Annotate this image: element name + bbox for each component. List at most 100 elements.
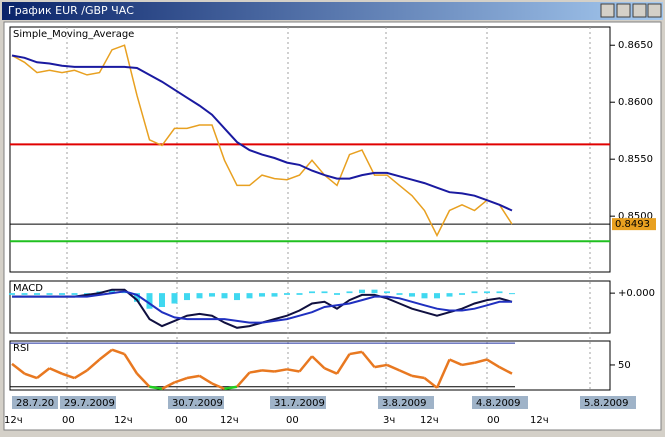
histogram-bar [46, 293, 53, 295]
histogram-bar [496, 291, 503, 294]
rsi-segment [435, 359, 451, 389]
histogram-bar [321, 291, 328, 294]
rsi-segment [399, 369, 413, 377]
rsi-segment [198, 374, 213, 385]
histogram-bar [259, 293, 265, 297]
rsi-segment [24, 372, 38, 380]
rsi-segment [361, 351, 376, 368]
date-box [580, 396, 636, 409]
histogram-bar [296, 293, 303, 295]
date-label: 4.8.2009 [476, 398, 521, 409]
rsi-segment [36, 367, 51, 380]
histogram-bar [59, 293, 65, 295]
chart-area [3, 21, 662, 431]
rsi-segment [498, 366, 513, 375]
histogram-bar [134, 293, 140, 302]
price-panel [9, 26, 611, 273]
panel-title: Simple_Moving_Average [13, 29, 134, 40]
histogram-bar [346, 291, 353, 294]
histogram-bar [109, 289, 115, 294]
hour-label: 00 [487, 415, 500, 426]
panel-title: RSI [13, 343, 29, 354]
rsi-segment [249, 369, 263, 374]
histogram-bar [409, 293, 415, 297]
y-tick-label: 0.8650 [618, 40, 653, 51]
rsi-segment [236, 371, 251, 388]
date-box [12, 396, 58, 409]
histogram-bar [359, 289, 365, 294]
rsi-segment [449, 358, 463, 367]
histogram-bar [309, 291, 315, 294]
panel-title: MACD [13, 283, 43, 294]
date-box [270, 396, 326, 409]
hour-label: 00 [175, 415, 188, 426]
close-button[interactable] [647, 3, 662, 18]
histogram-bar [196, 293, 203, 299]
date-label: 31.7.2009 [274, 398, 325, 409]
rsi-segment [136, 372, 151, 388]
histogram-bar [171, 293, 178, 304]
restore-button[interactable] [632, 3, 647, 18]
rsi-segment [274, 368, 288, 373]
rsi-segment [186, 374, 200, 380]
rsi-segment [486, 358, 501, 369]
rsi-panel [9, 340, 611, 391]
rsi-segment [111, 348, 125, 356]
rsi-segment [261, 369, 275, 373]
rsi-segment [149, 385, 163, 391]
date-box [168, 396, 224, 409]
y-tick-label: 0.8600 [618, 97, 653, 108]
histogram-bar [9, 293, 15, 295]
minimize-button[interactable] [600, 3, 615, 18]
histogram-bar [246, 293, 253, 299]
histogram-bar [221, 293, 228, 299]
histogram-bar [471, 291, 478, 294]
date-label: 30.7.2009 [172, 398, 223, 409]
rsi-segment [61, 372, 75, 380]
window-title: График EUR /GBP ЧАС [8, 4, 134, 17]
series-line [11, 54, 513, 212]
rsi-segment [423, 377, 438, 389]
rsi-segment [174, 376, 188, 384]
date-label: 5.8.2009 [584, 398, 629, 409]
histogram-bar [459, 293, 465, 295]
y-tick-label: 50 [618, 360, 631, 371]
date-box [472, 396, 528, 409]
rsi-segment [49, 367, 63, 375]
rsi-segment [224, 385, 238, 391]
rsi-segment [324, 367, 338, 375]
date-box [60, 396, 116, 409]
rsi-segment [461, 361, 475, 367]
histogram-bar [146, 293, 153, 309]
rsi-segment [286, 368, 300, 373]
rsi-segment [86, 358, 101, 372]
rsi-segment [386, 363, 400, 372]
hour-label: 12ч [114, 415, 133, 426]
date-label: 3.8.2009 [382, 398, 427, 409]
histogram-bar [384, 291, 390, 294]
date-label: 29.7.2009 [64, 398, 115, 409]
rsi-segment [298, 355, 313, 373]
histogram-bar [209, 293, 215, 297]
histogram-bar [334, 293, 340, 295]
macd-panel [9, 280, 611, 334]
rsi-segment [161, 381, 176, 391]
rsi-segment [123, 353, 139, 375]
histogram-bar [71, 293, 78, 295]
histogram-bar [234, 293, 240, 301]
rsi-segment [311, 355, 326, 370]
rsi-segment [98, 348, 113, 361]
histogram-bar [271, 293, 278, 297]
rsi-segment [474, 358, 488, 364]
y-tick-label: +0.000 [618, 288, 655, 299]
hour-label: 00 [62, 415, 75, 426]
histogram-bar [396, 293, 403, 295]
histogram-bar [509, 293, 515, 295]
rsi-segment [374, 363, 388, 369]
hour-label: 12ч [4, 415, 23, 426]
maximize-button[interactable] [616, 3, 631, 18]
date-box [378, 396, 434, 409]
rsi-segment [73, 369, 88, 380]
histogram-bar [21, 293, 28, 295]
rsi-segment [411, 374, 425, 380]
